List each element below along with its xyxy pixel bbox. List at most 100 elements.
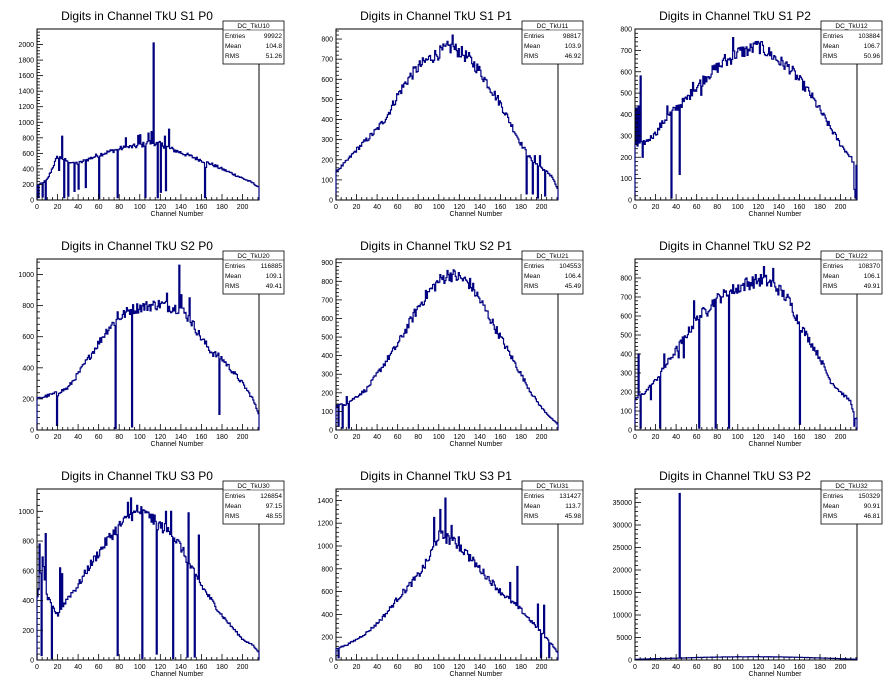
histogram-panel: Digits in Channel TkU S2 P1 0 20 40 60 80 100 1… xyxy=(321,239,584,448)
x-tick-label: 180 xyxy=(515,664,527,671)
x-tick-label: 80 xyxy=(115,434,123,441)
y-tick-label: 700 xyxy=(321,297,333,304)
x-tick-label: 20 xyxy=(353,434,361,441)
stats-box: DC_TkU32 Entries 150329 Mean 90.91 RMS 46.81 xyxy=(820,480,883,525)
histogram-panel: Digits in Channel TkU S1 P1 0 20 40 60 80 100 1… xyxy=(321,9,584,218)
x-tick-label: 200 xyxy=(536,204,548,211)
x-tick-label: 140 xyxy=(474,434,486,441)
x-tick-label: 80 xyxy=(713,204,721,211)
x-tick-label: 0 xyxy=(633,664,637,671)
x-tick-label: 120 xyxy=(453,664,465,671)
histogram-series xyxy=(335,269,559,430)
stats-name: DC_TkU21 xyxy=(536,253,569,260)
y-tick-label: 200 xyxy=(321,390,333,397)
stats-box-frame xyxy=(820,480,883,525)
histogram-series xyxy=(36,264,260,430)
stats-mean-label: Mean xyxy=(823,43,840,50)
y-tick-label: 700 xyxy=(321,57,333,64)
x-tick-label: 160 xyxy=(196,204,208,211)
x-tick-label: 160 xyxy=(794,664,806,671)
x-tick-label: 200 xyxy=(835,434,847,441)
x-tick-label: 120 xyxy=(154,664,166,671)
x-tick-label: 100 xyxy=(732,434,744,441)
plot-frame xyxy=(335,28,559,201)
x-tick-label: 100 xyxy=(433,434,445,441)
histogram-series xyxy=(36,497,260,660)
stats-box-frame xyxy=(521,480,584,525)
stats-mean-value: 109.1 xyxy=(266,273,283,280)
stats-entries-label: Entries xyxy=(823,493,844,500)
stats-rms-label: RMS xyxy=(823,283,838,290)
histogram-panel: Digits in Channel TkU S1 P2 0 20 40 60 80 100 1… xyxy=(620,9,883,218)
x-tick-label: 120 xyxy=(752,434,764,441)
x-tick-label: 100 xyxy=(134,434,146,441)
x-tick-label: 180 xyxy=(216,664,228,671)
y-tick-label: 200 xyxy=(620,155,632,162)
x-tick-label: 160 xyxy=(495,664,507,671)
stats-rms-value: 50.96 xyxy=(864,53,881,60)
stats-box-frame xyxy=(521,20,584,65)
stats-rms-value: 45.49 xyxy=(565,283,582,290)
x-tick-label: 140 xyxy=(773,434,785,441)
x-tick-label: 160 xyxy=(794,434,806,441)
y-tick-label: 500 xyxy=(321,335,333,342)
y-tick-label: 0 xyxy=(628,428,632,435)
stats-mean-value: 106.4 xyxy=(565,273,582,280)
x-tick-label: 100 xyxy=(134,204,146,211)
x-tick-label: 140 xyxy=(773,204,785,211)
y-tick-label: 600 xyxy=(620,69,632,76)
stats-entries-label: Entries xyxy=(823,263,844,270)
x-tick-label: 140 xyxy=(474,664,486,671)
stats-mean-label: Mean xyxy=(225,503,242,510)
x-tick-label: 80 xyxy=(713,434,721,441)
x-tick-label: 120 xyxy=(752,664,764,671)
y-tick-label: 800 xyxy=(620,27,632,34)
x-tick-label: 100 xyxy=(732,664,744,671)
chart-title: Digits in Channel TkU S3 P0 xyxy=(61,469,213,483)
y-tick-label: 300 xyxy=(620,371,632,378)
stats-box: DC_TkU31 Entries 131427 Mean 113.7 RMS 45.98 xyxy=(521,480,584,525)
y-tick-label: 1000 xyxy=(18,120,34,127)
x-tick-label: 100 xyxy=(433,204,445,211)
x-tick-label: 0 xyxy=(35,434,39,441)
stats-name: DC_TkU11 xyxy=(537,23,569,30)
stats-rms-label: RMS xyxy=(225,513,240,520)
x-tick-label: 40 xyxy=(672,204,680,211)
y-tick-label: 400 xyxy=(620,112,632,119)
stats-entries-label: Entries xyxy=(524,493,545,500)
x-tick-label: 200 xyxy=(835,664,847,671)
x-tick-label: 120 xyxy=(453,204,465,211)
stats-rms-label: RMS xyxy=(823,53,838,60)
y-tick-label: 800 xyxy=(22,539,34,546)
plot-frame xyxy=(36,488,260,661)
y-tick-label: 500 xyxy=(620,91,632,98)
x-tick-label: 140 xyxy=(474,204,486,211)
x-tick-label: 100 xyxy=(134,664,146,671)
y-tick-label: 600 xyxy=(22,151,34,158)
y-tick-label: 0 xyxy=(30,198,34,205)
y-tick-label: 200 xyxy=(22,396,34,403)
y-tick-label: 0 xyxy=(628,198,632,205)
x-tick-label: 20 xyxy=(652,434,660,441)
y-tick-label: 800 xyxy=(321,37,333,44)
x-tick-label: 0 xyxy=(334,434,338,441)
x-axis-label: Channel Number xyxy=(749,211,803,218)
histogram-panel: Digits in Channel TkU S3 P2 0 20 40 60 80 100 1… xyxy=(613,469,883,678)
stats-box: DC_TkU22 Entries 108370 Mean 106.1 RMS 49.91 xyxy=(820,250,883,295)
stats-box: DC_TkU12 Entries 103884 Mean 106.7 RMS 50.96 xyxy=(820,20,883,65)
stats-rms-label: RMS xyxy=(225,53,240,60)
y-tick-label: 35000 xyxy=(613,500,633,507)
stats-box-frame xyxy=(820,20,883,65)
stats-box: DC_TkU20 Entries 116885 Mean 109.1 RMS 49.41 xyxy=(222,250,285,295)
stats-box: DC_TkU30 Entries 126854 Mean 97.15 RMS 48.55 xyxy=(222,480,285,525)
x-tick-label: 20 xyxy=(54,664,62,671)
y-tick-label: 400 xyxy=(321,117,333,124)
stats-box: DC_TkU11 Entries 98817 Mean 103.9 RMS 46.92 xyxy=(521,20,584,65)
x-tick-label: 80 xyxy=(713,664,721,671)
y-tick-label: 400 xyxy=(22,598,34,605)
x-tick-label: 40 xyxy=(373,664,381,671)
y-tick-label: 0 xyxy=(329,428,333,435)
x-tick-label: 140 xyxy=(175,434,187,441)
plot-frame xyxy=(36,28,260,201)
y-tick-label: 100 xyxy=(321,409,333,416)
